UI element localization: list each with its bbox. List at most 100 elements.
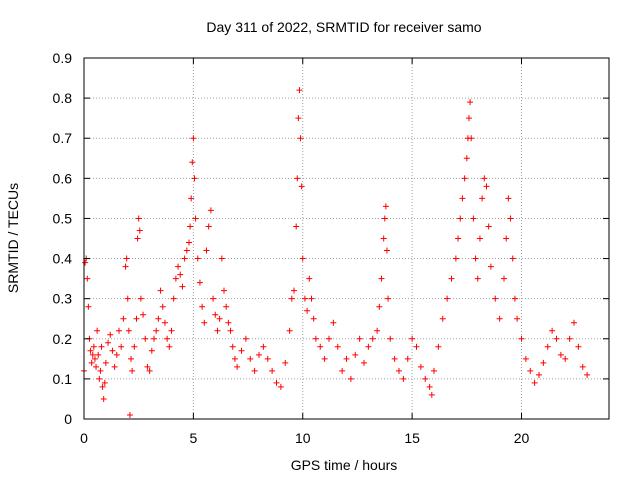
y-tick-label: 0.4: [53, 251, 73, 267]
data-point: [296, 87, 303, 94]
data-point: [137, 295, 144, 302]
y-tick-label: 0.9: [53, 50, 73, 66]
data-point: [122, 263, 129, 270]
data-point: [321, 355, 328, 362]
data-point: [557, 351, 564, 358]
data-point: [187, 223, 194, 230]
data-point: [203, 247, 210, 254]
data-point: [404, 355, 411, 362]
data-point: [505, 195, 512, 202]
data-point: [310, 315, 317, 322]
data-point: [459, 195, 466, 202]
data-point: [431, 367, 437, 374]
data-point: [293, 223, 300, 230]
data-point: [387, 335, 394, 342]
data-point: [251, 367, 258, 374]
data-point: [84, 275, 91, 282]
data-points: [81, 87, 591, 418]
data-point: [466, 115, 472, 122]
data-point: [444, 295, 451, 302]
x-tick-label: 10: [295, 430, 311, 446]
data-point: [131, 343, 138, 350]
data-point: [87, 347, 94, 354]
data-point: [136, 227, 143, 234]
data-point: [82, 259, 89, 266]
data-point: [382, 203, 389, 210]
data-point: [99, 383, 106, 390]
data-point: [88, 359, 95, 366]
data-point: [124, 295, 131, 302]
y-tick-label: 0.2: [53, 331, 73, 347]
data-point: [194, 255, 201, 262]
data-point: [511, 295, 518, 302]
data-point: [168, 327, 175, 334]
data-point: [192, 215, 199, 222]
data-point: [566, 335, 573, 342]
data-point: [188, 195, 195, 202]
data-point: [116, 327, 122, 334]
data-point: [536, 371, 542, 378]
data-point: [238, 347, 245, 354]
data-point: [352, 351, 359, 358]
data-point: [468, 135, 475, 142]
data-point: [549, 327, 556, 334]
data-point: [374, 327, 381, 334]
data-point: [95, 351, 102, 358]
y-tick-label: 0.7: [53, 130, 73, 146]
data-point: [330, 319, 337, 326]
data-point: [118, 343, 125, 350]
data-point: [179, 283, 186, 290]
data-point: [527, 367, 534, 374]
data-point: [216, 315, 223, 322]
chart-title: Day 311 of 2022, SRMTID for receiver sam…: [206, 19, 481, 35]
data-point: [308, 295, 315, 302]
data-point: [229, 343, 236, 350]
data-point: [142, 335, 149, 342]
data-point: [221, 287, 227, 294]
data-point: [234, 363, 241, 370]
data-point: [96, 375, 103, 382]
data-point: [381, 215, 388, 222]
data-point: [317, 343, 324, 350]
data-point: [161, 319, 168, 326]
data-point: [85, 303, 92, 310]
data-point: [531, 379, 538, 386]
data-point: [294, 175, 301, 182]
data-point: [301, 295, 308, 302]
data-point: [383, 247, 390, 254]
data-point: [295, 115, 302, 122]
data-point: [94, 327, 101, 334]
data-point: [409, 335, 416, 342]
data-point: [365, 343, 372, 350]
data-point: [218, 255, 225, 262]
data-point: [170, 295, 177, 302]
data-point: [277, 383, 284, 390]
data-point: [155, 315, 162, 322]
y-tick-label: 0.8: [53, 90, 73, 106]
data-point: [98, 343, 105, 350]
data-point: [426, 383, 433, 390]
data-point: [191, 175, 198, 182]
data-point: [428, 391, 435, 398]
data-point: [196, 279, 203, 286]
data-point: [470, 215, 477, 222]
x-tick-label: 0: [80, 430, 88, 446]
data-point: [90, 343, 97, 350]
data-point: [126, 411, 133, 418]
plot-frame: [83, 57, 610, 420]
x-tick-label: 15: [404, 430, 420, 446]
data-point: [282, 359, 289, 366]
data-point: [571, 319, 577, 326]
data-point: [256, 351, 262, 358]
data-point: [105, 339, 112, 346]
data-point: [189, 159, 196, 166]
data-point: [89, 351, 96, 358]
x-axis-label: GPS time / hours: [291, 457, 398, 473]
data-point: [522, 355, 529, 362]
data-point: [164, 335, 171, 342]
data-point: [146, 367, 153, 374]
data-point: [579, 363, 586, 370]
data-point: [247, 355, 254, 362]
data-point: [472, 255, 479, 262]
